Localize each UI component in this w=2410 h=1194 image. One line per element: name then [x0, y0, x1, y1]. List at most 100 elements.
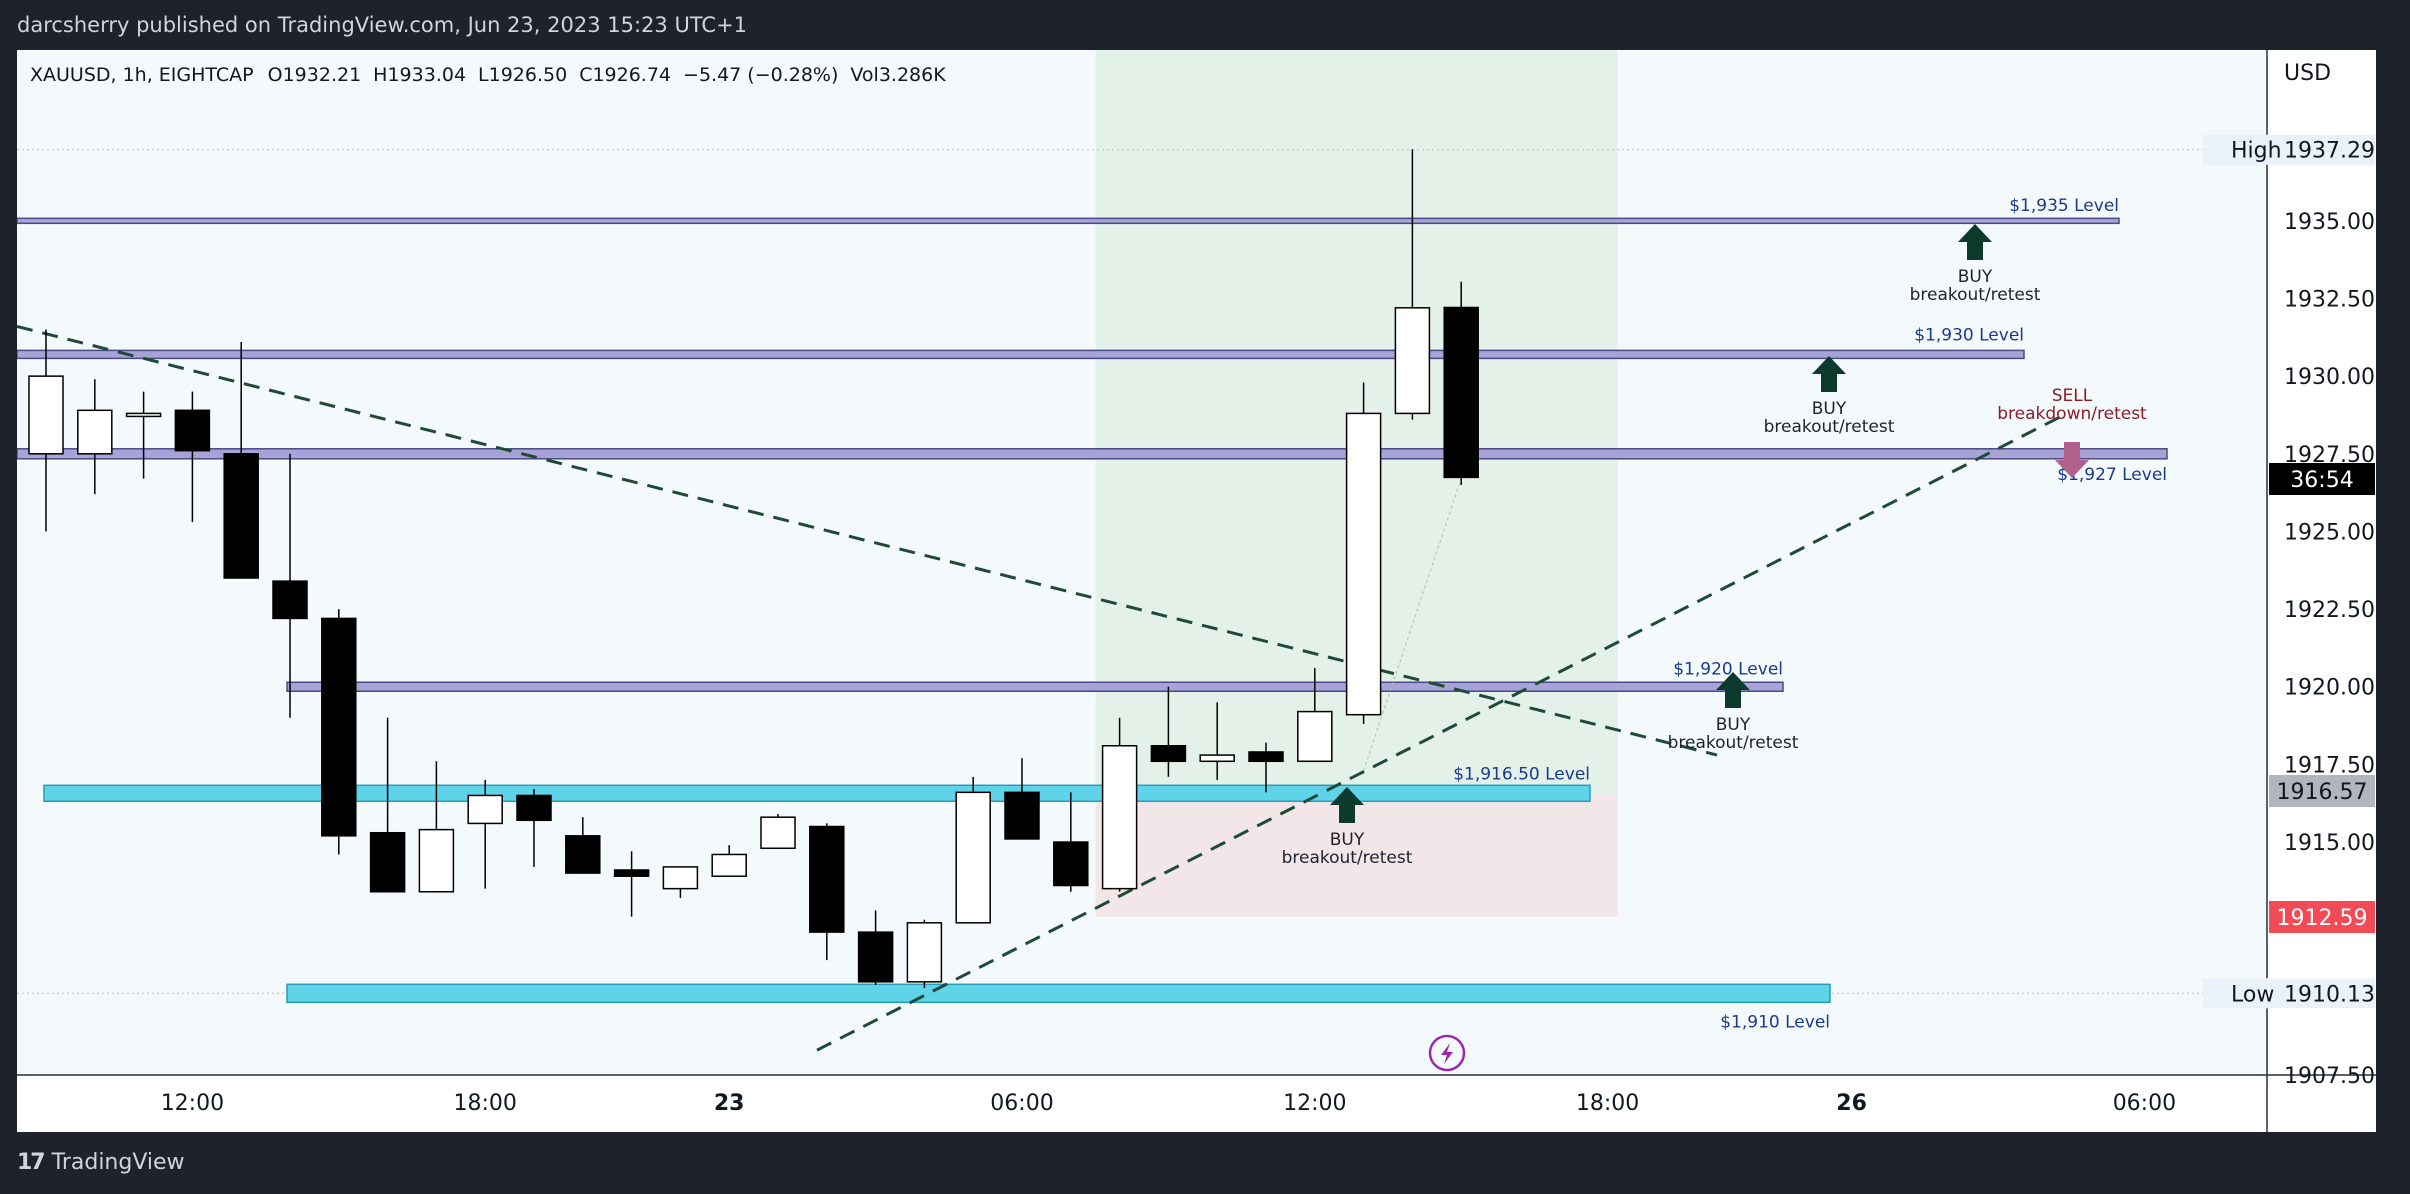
candle-body	[1053, 841, 1089, 887]
level-label: $1,916.50 Level	[1453, 764, 1590, 784]
candle-body	[1394, 307, 1431, 415]
candle-body	[565, 835, 601, 874]
buy-arrow-icon	[1958, 224, 1992, 260]
candle-body	[1101, 745, 1138, 890]
legend-field: H1933.04	[373, 64, 466, 86]
time-tick-label: 12:00	[1283, 1091, 1346, 1116]
publish-info: darcsherry published on TradingView.com,…	[17, 13, 748, 37]
stop-loss-zone	[1095, 793, 1618, 917]
stop-price-background	[2269, 901, 2375, 933]
buy-annotation-text: breakout/retest	[1910, 285, 2041, 305]
level-label: $1,920 Level	[1673, 660, 1783, 680]
candle-body	[857, 931, 894, 983]
buy-label: BUY	[1812, 399, 1847, 419]
price-tick-label: 1935.00	[2284, 210, 2375, 235]
price-tick-label: 1922.50	[2284, 598, 2375, 623]
candle-body	[1150, 745, 1187, 763]
countdown-timer-label: 36:54	[2290, 468, 2353, 493]
sell-arrow-icon	[2055, 442, 2089, 478]
buy-label: BUY	[1958, 267, 1993, 287]
legend-field: O1932.21	[268, 64, 362, 86]
price-tick-label: 1917.50	[2284, 753, 2375, 778]
sell-annotation-text: breakdown/retest	[1997, 404, 2147, 424]
level-label: $1,910 Level	[1720, 1012, 1830, 1032]
sell-label: SELL	[2052, 386, 2093, 406]
level-label: $1,935 Level	[2009, 196, 2119, 216]
time-axis-background	[17, 1075, 2267, 1132]
tradingview-logo-icon: 17	[17, 1150, 46, 1175]
low-value-label: 1910.13	[2284, 982, 2375, 1007]
time-tick-label: 06:00	[990, 1091, 1053, 1116]
candle-body	[613, 869, 650, 877]
legend-field: L1926.50	[478, 64, 567, 86]
currency-label: USD	[2284, 61, 2331, 86]
time-tick-label: 26	[1836, 1091, 1867, 1116]
candle-body	[1297, 710, 1333, 763]
buy-arrow-icon	[1716, 672, 1750, 708]
candle-body	[1248, 751, 1284, 763]
candle-body	[174, 409, 211, 452]
current-price-label: 1916.57	[2277, 780, 2368, 805]
candle-body	[369, 831, 406, 893]
footer: 17 TradingView	[0, 1132, 2410, 1194]
price-tick-label: 1930.00	[2284, 365, 2375, 390]
candlestick-chart[interactable]: $1,935 Level $1,930 Level $1,927 Level $1,9…	[16, 49, 2376, 1132]
buy-annotation-text: breakout/retest	[1282, 848, 1413, 868]
time-tick-label: 18:00	[453, 1091, 516, 1116]
low-label-background	[2203, 978, 2375, 1009]
publish-header: darcsherry published on TradingView.com,…	[0, 0, 2410, 50]
time-tick-label: 18:00	[1576, 1091, 1639, 1116]
legend-field: −5.47 (−0.28%)	[683, 64, 838, 86]
level-box	[16, 448, 2168, 460]
candle-body	[516, 794, 552, 822]
high-label: High	[2231, 139, 2282, 164]
candle-body	[467, 794, 503, 825]
tradingview-brand[interactable]: 17 TradingView	[17, 1150, 185, 1175]
buy-arrow-icon	[1812, 356, 1846, 392]
price-tick-label: 1920.00	[2284, 676, 2375, 701]
candle-body	[272, 580, 308, 620]
candle-body	[760, 816, 796, 850]
countdown-background	[2269, 463, 2375, 495]
legend-field: C1926.74	[579, 64, 671, 86]
lightning-bolt-icon	[1441, 1043, 1453, 1064]
level-box	[16, 217, 2120, 225]
level-label: $1,930 Level	[1914, 325, 2024, 345]
buy-label: BUY	[1716, 715, 1751, 735]
low-label: Low	[2231, 982, 2274, 1007]
candle-body	[906, 922, 943, 983]
price-tick-label: 1915.00	[2284, 831, 2375, 856]
level-label: $1,927 Level	[2057, 465, 2167, 485]
current-price-background	[2269, 775, 2375, 807]
buy-annotation-text: breakout/retest	[1764, 417, 1895, 437]
buy-annotation-text: breakout/retest	[1668, 733, 1799, 753]
candle-body	[1345, 412, 1382, 716]
candle-body	[125, 412, 162, 418]
candle-body	[223, 453, 259, 579]
brand-name: TradingView	[51, 1150, 185, 1175]
candle-body	[77, 409, 113, 455]
buy-arrow-icon	[1330, 787, 1364, 823]
price-tick-label: 1925.00	[2284, 520, 2375, 545]
stop-price-label: 1912.59	[2277, 906, 2368, 931]
candle-body	[28, 375, 64, 455]
time-tick-label: 06:00	[2113, 1091, 2176, 1116]
candle-body	[1004, 791, 1040, 840]
candle-body	[711, 853, 747, 877]
high-label-background	[2203, 134, 2375, 165]
candle-body	[955, 791, 991, 924]
legend-field: Vol3.286K	[850, 64, 946, 86]
legend-field: XAUUSD, 1h, EIGHTCAP	[30, 64, 254, 86]
candle-body	[662, 866, 699, 890]
level-box	[16, 349, 2025, 360]
time-tick-label: 23	[714, 1091, 745, 1116]
level-box	[43, 784, 1591, 803]
buy-label: BUY	[1330, 830, 1365, 850]
candle-body	[809, 825, 845, 933]
chart-panel[interactable]: $1,935 Level $1,930 Level $1,927 Level $1,9…	[16, 49, 2376, 1132]
high-value-label: 1937.29	[2284, 139, 2375, 164]
level-box	[286, 983, 1831, 1004]
candle-body	[1199, 754, 1235, 763]
candle-body	[321, 617, 357, 837]
candle-body	[418, 828, 455, 893]
